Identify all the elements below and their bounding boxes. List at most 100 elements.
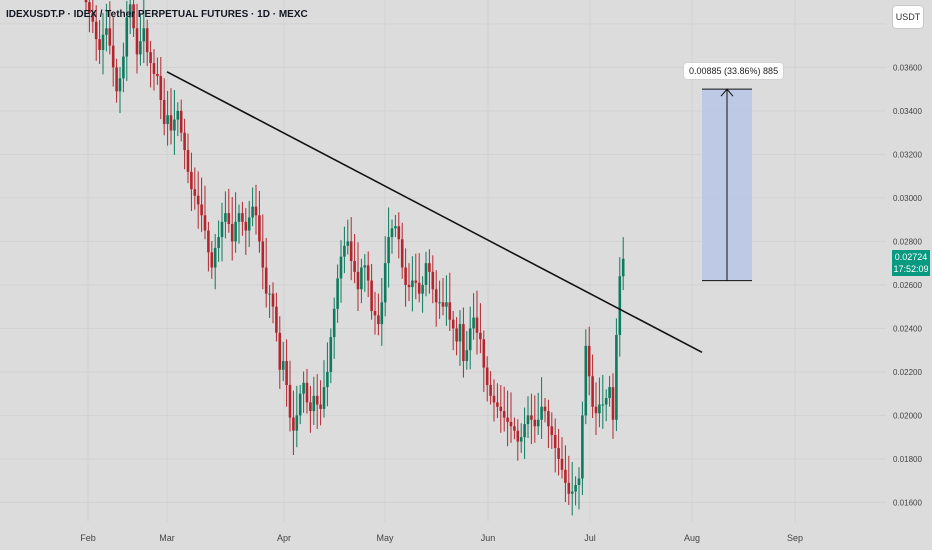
candle — [366, 251, 370, 298]
candle — [268, 284, 271, 318]
candle — [591, 354, 594, 419]
candle-body — [101, 34, 105, 51]
candle-body — [298, 393, 302, 416]
candle-body — [213, 247, 217, 268]
candle — [156, 57, 159, 85]
candle-body — [118, 78, 122, 92]
candle — [91, 0, 95, 34]
x-tick-label: Apr — [277, 533, 291, 543]
y-tick-label: 0.03400 — [893, 107, 922, 116]
candle-body — [584, 345, 588, 416]
candle-body — [560, 458, 564, 470]
candle — [513, 417, 516, 440]
candle — [414, 253, 418, 300]
candle-body — [451, 319, 455, 329]
candle-body — [618, 276, 622, 335]
candle-body — [407, 284, 411, 288]
candle-body — [462, 324, 465, 362]
y-tick-label: 0.03000 — [893, 194, 922, 203]
candle-body — [336, 278, 339, 309]
candle — [332, 297, 336, 359]
candle — [227, 188, 231, 233]
candle — [271, 282, 275, 324]
y-tick-label: 0.03200 — [893, 150, 922, 159]
candle — [292, 390, 295, 456]
candle — [261, 214, 265, 290]
candle-body — [98, 39, 101, 51]
candle — [621, 237, 625, 291]
candle — [281, 341, 285, 382]
candlestick-series — [84, 0, 625, 516]
y-tick-label: 0.03600 — [893, 63, 922, 72]
candle — [570, 461, 574, 516]
candle — [618, 257, 622, 357]
candle — [251, 187, 254, 227]
candle-body — [166, 115, 169, 124]
candle-body — [621, 258, 625, 277]
candle — [237, 204, 241, 244]
candle — [190, 152, 193, 211]
candle — [349, 217, 353, 281]
candle — [536, 392, 540, 435]
candle-body — [475, 317, 479, 333]
candle — [111, 16, 115, 87]
candle — [530, 393, 533, 445]
candle-body — [547, 411, 550, 427]
currency-button[interactable]: USDT — [892, 5, 924, 29]
candle-body — [557, 448, 560, 459]
candle-body — [186, 150, 190, 172]
candle — [288, 360, 292, 432]
candle — [118, 66, 122, 114]
candle — [383, 236, 387, 317]
candle — [502, 386, 506, 432]
candle-body — [234, 221, 237, 242]
candle-body — [312, 395, 316, 412]
candle-body — [523, 424, 526, 438]
candle-body — [156, 73, 159, 77]
candle-body — [615, 334, 618, 420]
candle — [139, 14, 142, 66]
candle — [319, 380, 322, 426]
y-tick-label: 0.02800 — [893, 237, 922, 246]
candle — [122, 42, 125, 93]
candle-body — [268, 293, 271, 295]
candle-body — [411, 280, 414, 288]
candle — [298, 384, 302, 425]
candle-body — [247, 217, 251, 231]
candle-body — [611, 387, 615, 420]
candle — [353, 234, 356, 284]
candle — [203, 185, 207, 240]
symbol-title: IDEXUSDT.P · IDEX / Tether PERPETUAL FUT… — [6, 9, 308, 20]
candle — [128, 0, 132, 34]
candle-body — [550, 426, 554, 435]
candle-body — [448, 302, 452, 320]
candle — [407, 263, 411, 302]
candle — [285, 339, 288, 407]
candle — [421, 276, 424, 313]
candle-body — [455, 328, 458, 342]
candle-body — [601, 404, 605, 406]
candle-body — [142, 28, 146, 42]
candle-body — [421, 284, 424, 294]
trendline — [166, 71, 703, 354]
candle — [434, 270, 438, 327]
candle — [101, 13, 105, 75]
candle-body — [468, 328, 472, 351]
candle — [533, 395, 537, 443]
candle-body — [499, 406, 503, 412]
candle-body — [135, 28, 139, 55]
candle — [411, 256, 414, 312]
candle — [458, 310, 462, 366]
candle — [94, 5, 98, 61]
candle-body — [526, 415, 530, 425]
candle-body — [125, 17, 129, 57]
candle — [196, 171, 200, 229]
candle-body — [132, 4, 135, 29]
candle-body — [179, 110, 183, 133]
candle — [135, 3, 139, 74]
x-tick-label: Sep — [787, 533, 803, 543]
candle — [183, 118, 186, 170]
candle-body — [94, 21, 98, 40]
candle — [611, 373, 615, 439]
